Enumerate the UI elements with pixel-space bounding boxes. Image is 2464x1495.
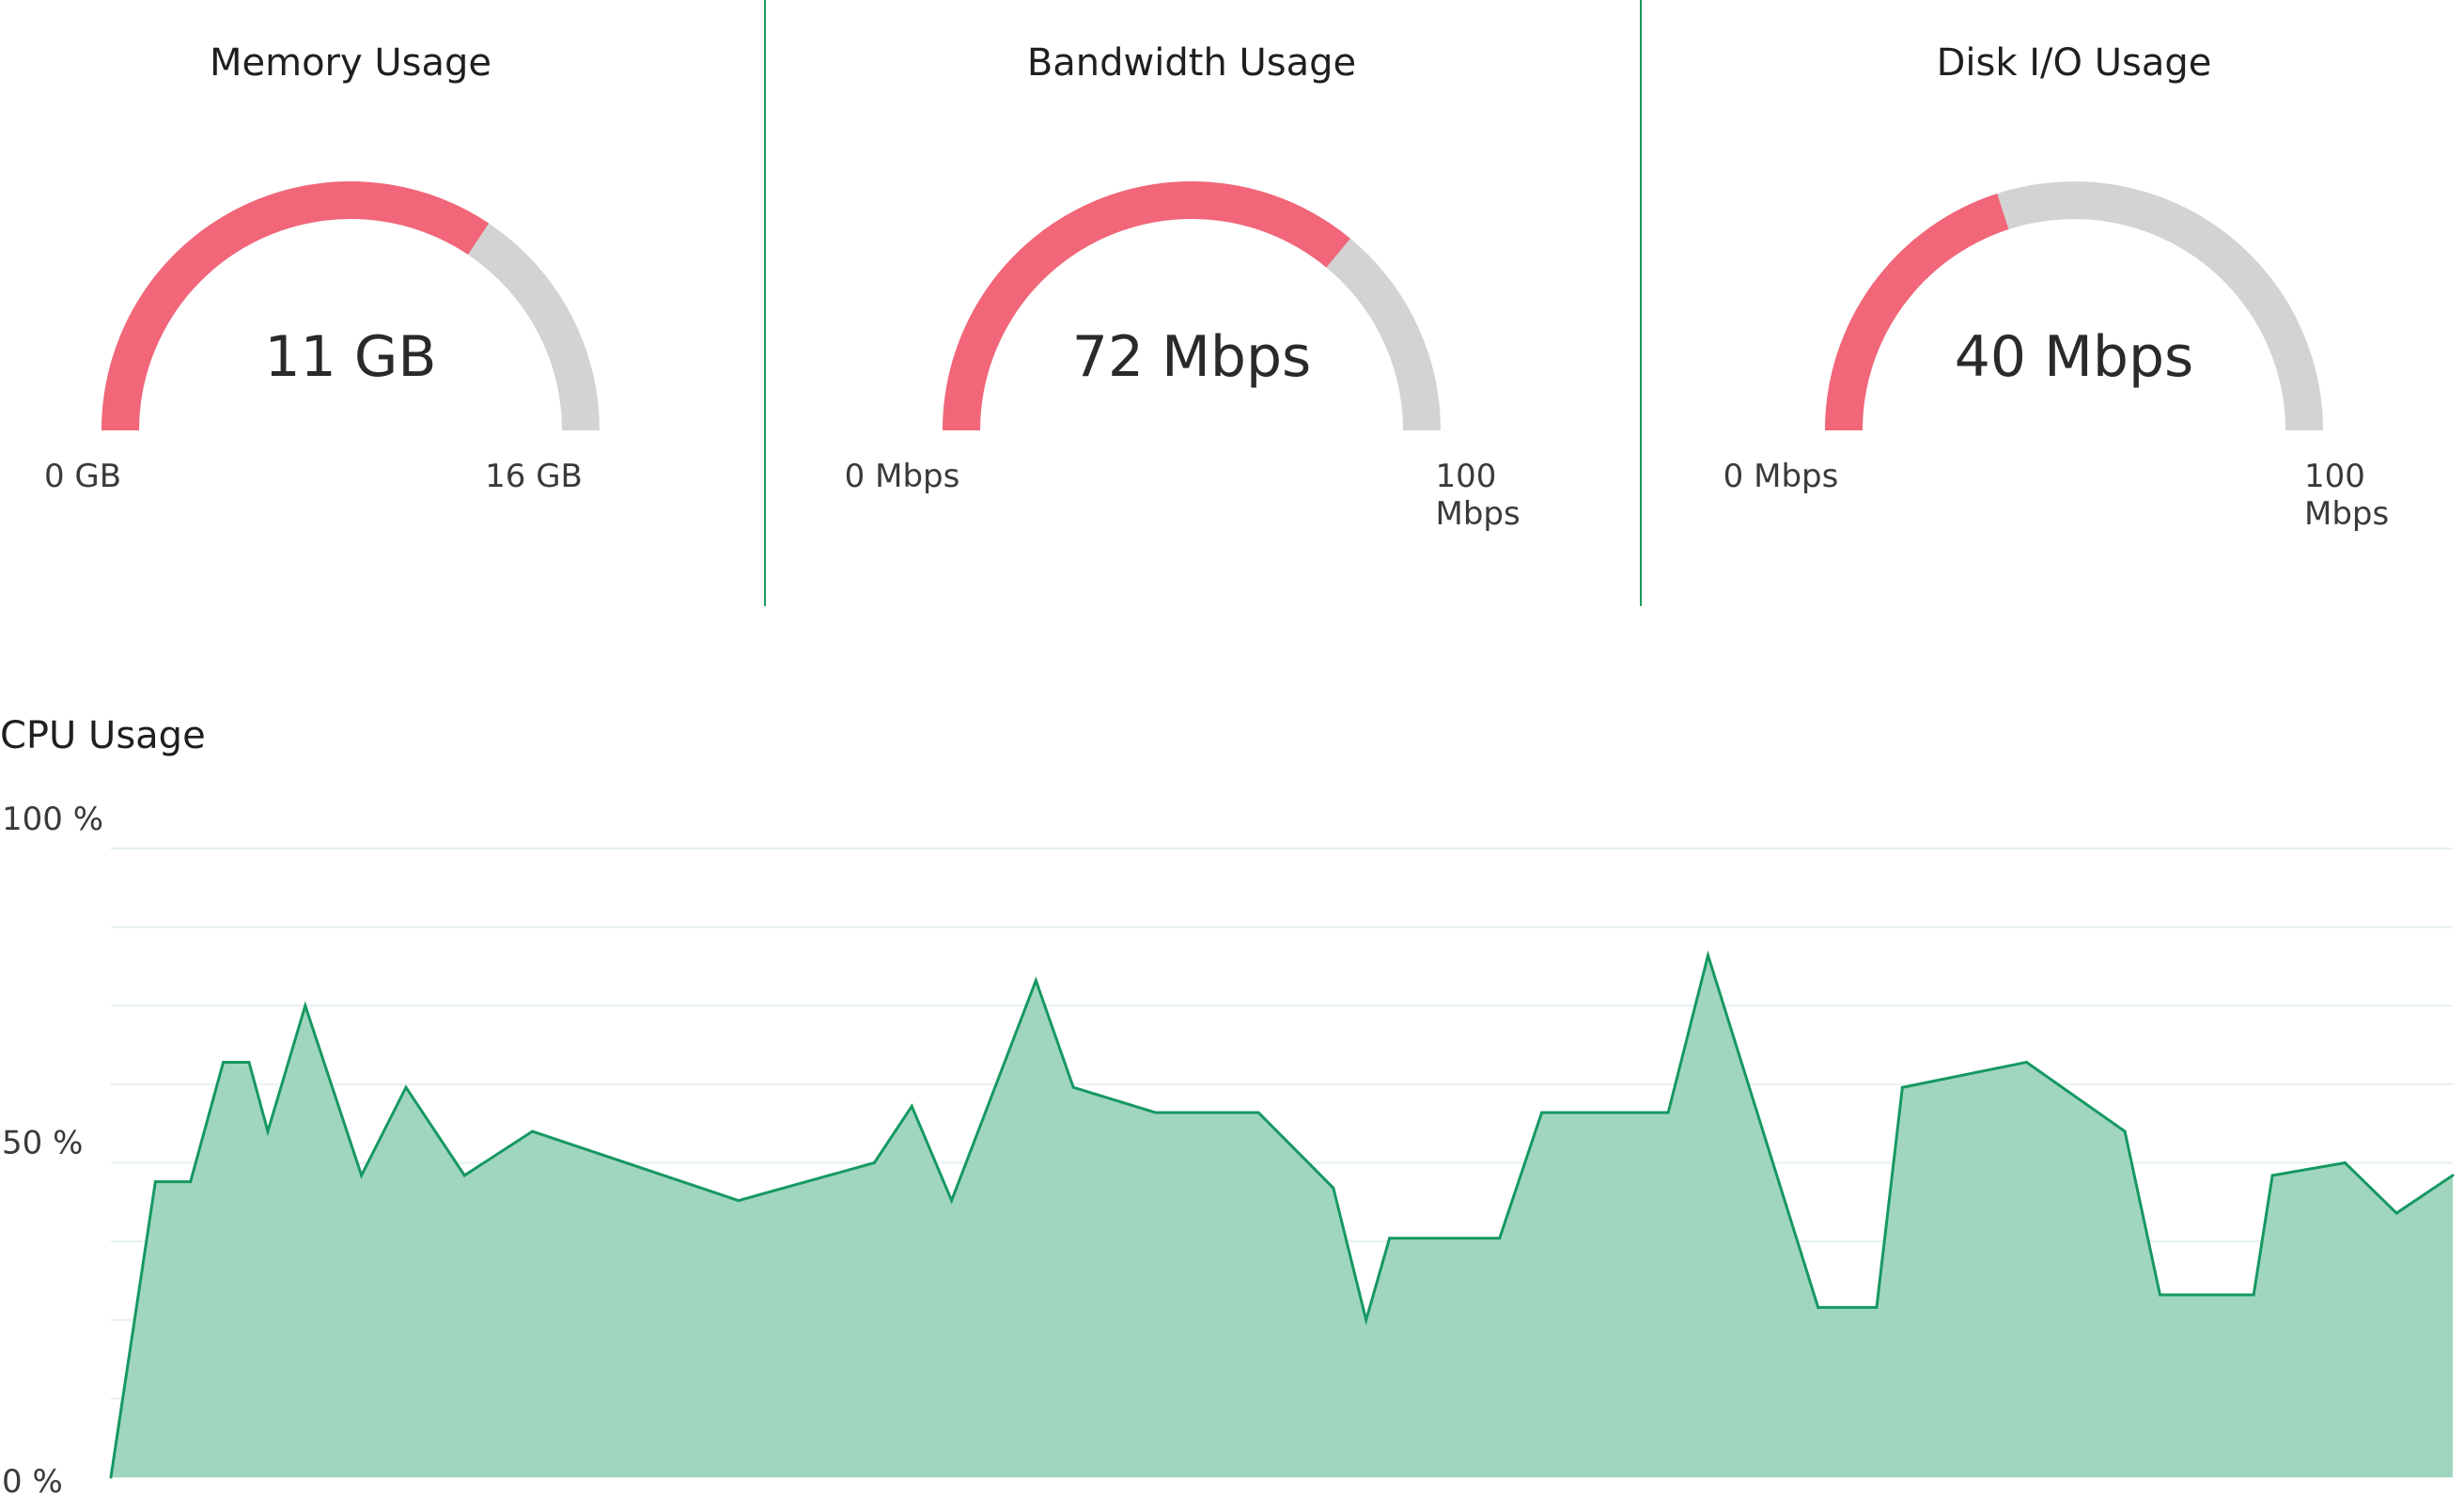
memory-gauge-title: Memory Usage — [209, 41, 492, 85]
bandwidth-gauge-track — [943, 181, 1441, 431]
cpu-chart-title: CPU Usage — [0, 714, 206, 757]
gauge-divider-2 — [1640, 0, 1642, 606]
cpu-point — [360, 1174, 364, 1177]
cpu-point — [737, 1199, 741, 1203]
disk-io-gauge-value: 40 Mbps — [1954, 324, 2194, 390]
cpu-point — [153, 1180, 157, 1184]
cpu-point — [1332, 1186, 1335, 1190]
bandwidth-gauge-max-label: 100 Mbps — [1435, 458, 1521, 533]
memory-gauge-max-label: 16 GB — [485, 458, 583, 495]
cpu-point — [1666, 1111, 1670, 1114]
cpu-point — [304, 1004, 307, 1007]
cpu-point — [2252, 1293, 2255, 1297]
disk-io-gauge-title: Disk I/O Usage — [1936, 41, 2212, 85]
y-tick-label: 100 % — [2, 801, 103, 838]
memory-gauge-track — [101, 181, 600, 431]
memory-gauge-panel: Memory Usage 11 GB 0 GB 16 GB — [0, 0, 874, 606]
bandwidth-gauge-min-label: 0 Mbps — [844, 458, 960, 495]
disk-io-gauge-panel: Disk I/O Usage 40 Mbps 0 Mbps 100 Mbps — [1642, 0, 2464, 606]
cpu-point — [1388, 1237, 1392, 1240]
cpu-point — [2343, 1161, 2347, 1164]
cpu-point — [2451, 1174, 2455, 1177]
cpu-point — [1365, 1318, 1368, 1322]
memory-gauge-value: 11 GB — [264, 324, 437, 390]
cpu-point — [1875, 1305, 1879, 1309]
cpu-point — [247, 1060, 251, 1064]
bandwidth-gauge-title: Bandwidth Usage — [1026, 41, 1357, 85]
bandwidth-gauge-value: 72 Mbps — [1071, 324, 1312, 390]
cpu-point — [531, 1129, 535, 1133]
memory-gauge-min-label: 0 GB — [43, 458, 122, 495]
cpu-point — [1153, 1111, 1157, 1114]
disk-io-gauge — [1825, 181, 2323, 431]
cpu-area — [111, 955, 2453, 1477]
cpu-point — [872, 1161, 876, 1164]
cpu-usage-chart: 0 % 50 % 100 % — [2, 801, 2455, 1495]
cpu-point — [1498, 1237, 1502, 1240]
bandwidth-gauge-fill — [943, 181, 1350, 431]
cpu-point — [462, 1174, 466, 1177]
cpu-point — [1900, 1085, 1904, 1089]
cpu-point — [189, 1180, 193, 1184]
cpu-point — [1707, 954, 1710, 958]
gauge-divider-1 — [764, 0, 766, 606]
disk-io-gauge-track — [1825, 181, 2323, 431]
cpu-point — [2394, 1211, 2398, 1215]
cpu-point — [1817, 1305, 1820, 1309]
disk-io-gauge-max-label: 100 Mbps — [2304, 458, 2390, 533]
cpu-point — [2024, 1060, 2028, 1064]
cpu-point — [222, 1060, 226, 1064]
disk-io-gauge-fill — [1825, 193, 2009, 431]
memory-gauge — [101, 181, 600, 431]
cpu-point — [266, 1129, 270, 1133]
memory-gauge-fill — [101, 181, 490, 431]
cpu-point — [109, 1475, 113, 1479]
bandwidth-gauge — [943, 181, 1441, 431]
y-tick-label: 0 % — [2, 1463, 63, 1495]
cpu-point — [910, 1104, 913, 1108]
cpu-point — [2270, 1174, 2274, 1177]
cpu-point — [1256, 1111, 1260, 1114]
disk-io-gauge-min-label: 0 Mbps — [1723, 458, 1839, 495]
cpu-point — [1034, 978, 1037, 982]
bandwidth-gauge-panel: Bandwidth Usage 72 Mbps 0 Mbps 100 Mbps — [766, 0, 1640, 606]
cpu-point — [2123, 1129, 2127, 1133]
cpu-point — [2159, 1293, 2161, 1297]
y-tick-label: 50 % — [2, 1125, 83, 1162]
cpu-point — [404, 1085, 408, 1089]
cpu-point — [1071, 1085, 1075, 1089]
cpu-point — [1540, 1111, 1544, 1114]
cpu-point — [950, 1199, 954, 1203]
